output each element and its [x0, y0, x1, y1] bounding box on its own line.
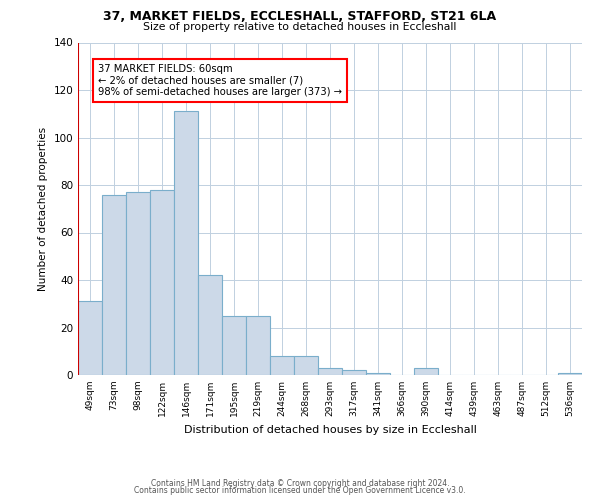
Bar	[270, 356, 294, 375]
Bar	[78, 302, 102, 375]
Text: Contains public sector information licensed under the Open Government Licence v3: Contains public sector information licen…	[134, 486, 466, 495]
Bar	[102, 194, 126, 375]
Bar	[174, 112, 198, 375]
Bar	[558, 372, 582, 375]
Bar	[342, 370, 366, 375]
Text: Size of property relative to detached houses in Eccleshall: Size of property relative to detached ho…	[143, 22, 457, 32]
Bar	[294, 356, 318, 375]
Text: Contains HM Land Registry data © Crown copyright and database right 2024.: Contains HM Land Registry data © Crown c…	[151, 478, 449, 488]
Text: 37, MARKET FIELDS, ECCLESHALL, STAFFORD, ST21 6LA: 37, MARKET FIELDS, ECCLESHALL, STAFFORD,…	[103, 10, 497, 23]
Text: 37 MARKET FIELDS: 60sqm
← 2% of detached houses are smaller (7)
98% of semi-deta: 37 MARKET FIELDS: 60sqm ← 2% of detached…	[98, 64, 343, 97]
Bar	[222, 316, 246, 375]
Bar	[150, 190, 174, 375]
Bar	[366, 372, 390, 375]
Bar	[126, 192, 150, 375]
Bar	[246, 316, 270, 375]
Bar	[198, 275, 222, 375]
X-axis label: Distribution of detached houses by size in Eccleshall: Distribution of detached houses by size …	[184, 424, 476, 434]
Y-axis label: Number of detached properties: Number of detached properties	[38, 126, 48, 291]
Bar	[318, 368, 342, 375]
Bar	[414, 368, 438, 375]
